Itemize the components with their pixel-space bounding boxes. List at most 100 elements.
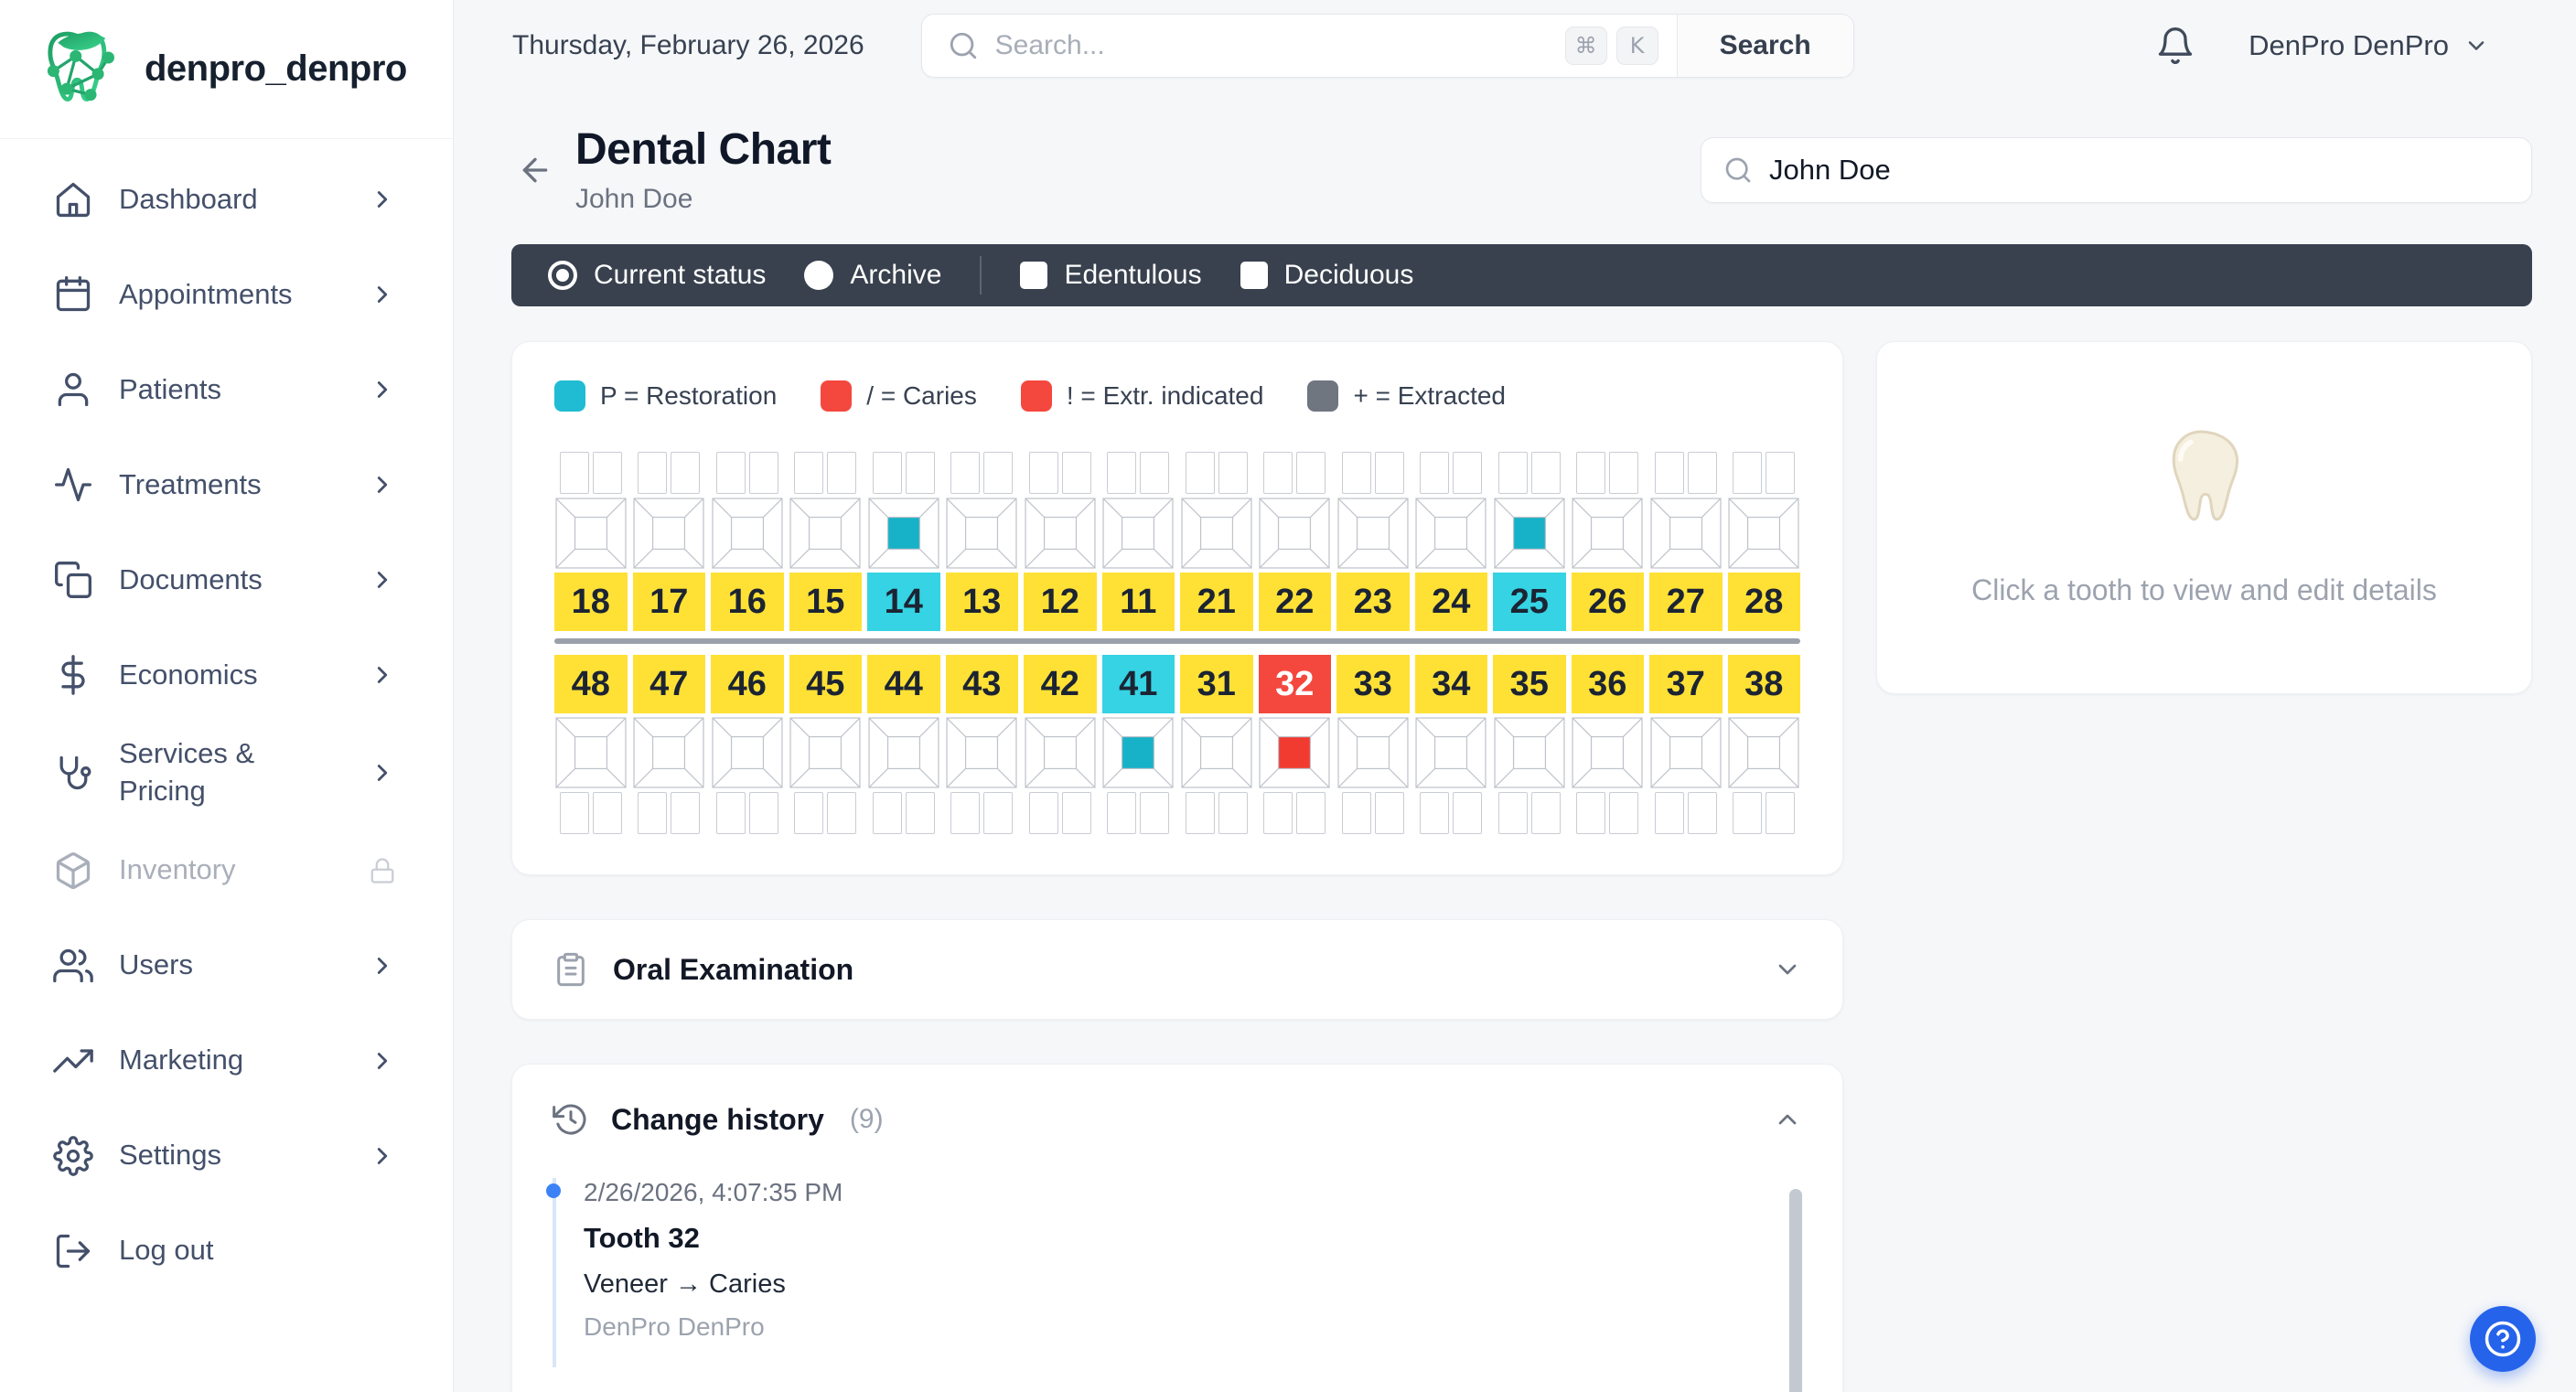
- tooth-13-number[interactable]: 13: [945, 573, 1018, 631]
- tooth-35-number[interactable]: 35: [1493, 655, 1566, 713]
- tooth-36-crown[interactable]: [1572, 713, 1645, 792]
- tooth-25-crown[interactable]: [1493, 494, 1566, 573]
- change-history-header[interactable]: Change history (9): [553, 1101, 1802, 1138]
- user-menu[interactable]: DenPro DenPro: [2249, 29, 2489, 62]
- tooth-38-roots[interactable]: [1728, 792, 1801, 834]
- tooth-43-crown[interactable]: [946, 713, 1019, 792]
- tooth-38-crown[interactable]: [1728, 713, 1801, 792]
- tooth-18-roots[interactable]: [554, 452, 628, 494]
- tooth-35-crown[interactable]: [1493, 713, 1566, 792]
- tooth-14-roots[interactable]: [867, 452, 940, 494]
- tooth-46-crown[interactable]: [711, 713, 784, 792]
- tooth-21-crown[interactable]: [1180, 494, 1253, 573]
- tooth-16-crown[interactable]: [711, 494, 784, 573]
- tooth-46-number[interactable]: 46: [711, 655, 784, 713]
- tooth-34-crown[interactable]: [1415, 713, 1488, 792]
- tooth-11-crown[interactable]: [1102, 494, 1175, 573]
- sidebar-item-marketing[interactable]: Marketing: [0, 1013, 453, 1108]
- tooth-17-number[interactable]: 17: [632, 573, 705, 631]
- tooth-13-roots[interactable]: [946, 452, 1019, 494]
- tooth-37-crown[interactable]: [1649, 713, 1723, 792]
- tooth-47-roots[interactable]: [633, 792, 706, 834]
- sidebar-item-economics[interactable]: Economics: [0, 627, 453, 723]
- tooth-48-number[interactable]: 48: [554, 655, 628, 713]
- tooth-21-number[interactable]: 21: [1180, 573, 1253, 631]
- tooth-23-crown[interactable]: [1336, 494, 1410, 573]
- tooth-14-crown[interactable]: [867, 494, 940, 573]
- tooth-32-crown[interactable]: [1259, 713, 1332, 792]
- sidebar-item-patients[interactable]: Patients: [0, 342, 453, 437]
- tooth-35-roots[interactable]: [1493, 792, 1566, 834]
- radio-current-status[interactable]: Current status: [548, 260, 766, 291]
- tooth-41-roots[interactable]: [1102, 792, 1175, 834]
- tooth-33-number[interactable]: 33: [1336, 655, 1410, 713]
- tooth-21-roots[interactable]: [1180, 452, 1253, 494]
- tooth-32-number[interactable]: 32: [1258, 655, 1331, 713]
- tooth-12-crown[interactable]: [1024, 494, 1097, 573]
- tooth-16-roots[interactable]: [711, 452, 784, 494]
- checkbox-deciduous[interactable]: Deciduous: [1240, 260, 1413, 291]
- tooth-22-crown[interactable]: [1259, 494, 1332, 573]
- tooth-33-roots[interactable]: [1336, 792, 1410, 834]
- tooth-45-number[interactable]: 45: [789, 655, 862, 713]
- tooth-15-crown[interactable]: [789, 494, 863, 573]
- tooth-17-crown[interactable]: [633, 494, 706, 573]
- tooth-28-roots[interactable]: [1728, 452, 1801, 494]
- tooth-48-roots[interactable]: [554, 792, 628, 834]
- tooth-23-roots[interactable]: [1336, 452, 1410, 494]
- tooth-26-roots[interactable]: [1572, 452, 1645, 494]
- tooth-45-crown[interactable]: [789, 713, 863, 792]
- sidebar-item-users[interactable]: Users: [0, 918, 453, 1013]
- radio-archive[interactable]: Archive: [804, 260, 941, 291]
- tooth-11-number[interactable]: 11: [1101, 573, 1175, 631]
- tooth-48-crown[interactable]: [554, 713, 628, 792]
- checkbox-edentulous[interactable]: Edentulous: [1020, 260, 1202, 291]
- history-entry[interactable]: 2/26/2026, 4:07:35 PM Tooth 32 Veneer → Ca…: [546, 1178, 1802, 1367]
- sidebar-item-settings[interactable]: Settings: [0, 1108, 453, 1204]
- tooth-37-roots[interactable]: [1649, 792, 1723, 834]
- tooth-43-roots[interactable]: [946, 792, 1019, 834]
- patient-search-input[interactable]: [1769, 153, 2509, 187]
- tooth-22-number[interactable]: 22: [1258, 573, 1331, 631]
- tooth-26-number[interactable]: 26: [1571, 573, 1644, 631]
- tooth-11-roots[interactable]: [1102, 452, 1175, 494]
- global-search-input[interactable]: [994, 30, 1565, 61]
- chevron-up-icon[interactable]: [1773, 1105, 1802, 1134]
- sidebar-item-logout[interactable]: Log out: [0, 1204, 453, 1299]
- sidebar-item-inventory[interactable]: Inventory: [0, 823, 453, 918]
- tooth-27-roots[interactable]: [1649, 452, 1723, 494]
- sidebar-item-services-pricing[interactable]: Services & Pricing: [0, 723, 453, 823]
- notifications-bell-icon[interactable]: [2155, 26, 2195, 66]
- tooth-24-crown[interactable]: [1415, 494, 1488, 573]
- tooth-24-roots[interactable]: [1415, 452, 1488, 494]
- tooth-33-crown[interactable]: [1336, 713, 1410, 792]
- tooth-23-number[interactable]: 23: [1336, 573, 1410, 631]
- tooth-24-number[interactable]: 24: [1414, 573, 1487, 631]
- tooth-34-number[interactable]: 34: [1414, 655, 1487, 713]
- tooth-14-number[interactable]: 14: [867, 573, 940, 631]
- tooth-26-crown[interactable]: [1572, 494, 1645, 573]
- tooth-45-roots[interactable]: [789, 792, 863, 834]
- sidebar-item-appointments[interactable]: Appointments: [0, 247, 453, 342]
- tooth-43-number[interactable]: 43: [945, 655, 1018, 713]
- tooth-34-roots[interactable]: [1415, 792, 1488, 834]
- tooth-42-crown[interactable]: [1024, 713, 1097, 792]
- tooth-31-roots[interactable]: [1180, 792, 1253, 834]
- tooth-42-roots[interactable]: [1024, 792, 1097, 834]
- tooth-18-crown[interactable]: [554, 494, 628, 573]
- help-button[interactable]: [2470, 1306, 2536, 1372]
- brand[interactable]: denpro_denpro: [0, 0, 453, 139]
- search-button[interactable]: Search: [1676, 15, 1853, 77]
- tooth-27-number[interactable]: 27: [1649, 573, 1723, 631]
- tooth-47-crown[interactable]: [633, 713, 706, 792]
- tooth-12-number[interactable]: 12: [1024, 573, 1097, 631]
- tooth-46-roots[interactable]: [711, 792, 784, 834]
- tooth-13-crown[interactable]: [946, 494, 1019, 573]
- tooth-41-number[interactable]: 41: [1101, 655, 1175, 713]
- tooth-37-number[interactable]: 37: [1649, 655, 1723, 713]
- tooth-44-crown[interactable]: [867, 713, 940, 792]
- tooth-42-number[interactable]: 42: [1024, 655, 1097, 713]
- tooth-25-roots[interactable]: [1493, 452, 1566, 494]
- tooth-38-number[interactable]: 38: [1727, 655, 1800, 713]
- tooth-36-number[interactable]: 36: [1571, 655, 1644, 713]
